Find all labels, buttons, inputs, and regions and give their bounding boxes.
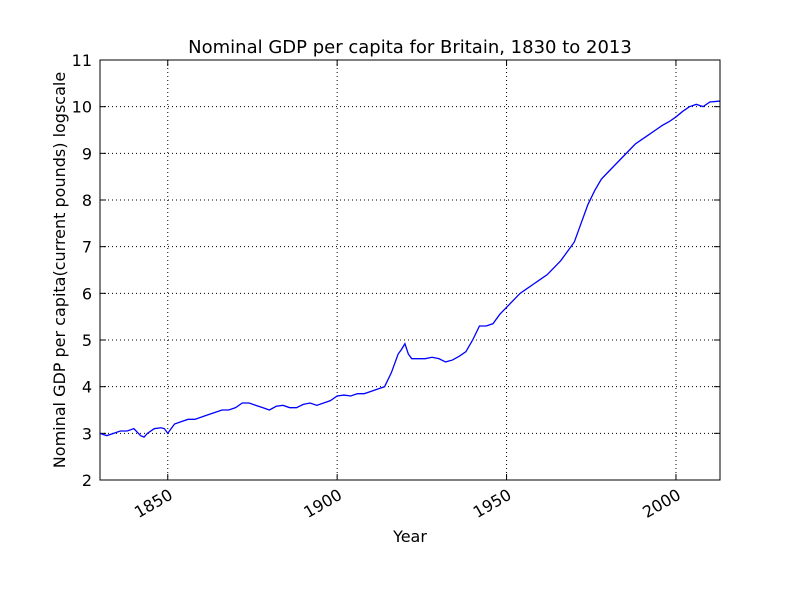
chart-title: Nominal GDP per capita for Britain, 1830…: [188, 37, 632, 58]
y-tick-label: 9: [82, 144, 92, 163]
y-tick-label: 3: [82, 424, 92, 443]
x-tick-label: 1850: [131, 485, 176, 522]
x-axis-label: Year: [392, 527, 427, 546]
y-tick-labels: 2 3 4 5 6 7 8 9 10 11: [72, 51, 92, 490]
plot-frame: [99, 59, 721, 481]
y-tick-label: 11: [72, 51, 92, 70]
y-axis-label: Nominal GDP per capita(current pounds) l…: [50, 72, 69, 468]
y-tick-label: 8: [82, 191, 92, 210]
x-tick-label: 1950: [470, 485, 515, 522]
x-tick-labels: 1850 1900 1950 2000: [131, 485, 684, 522]
x-tick-label: 1900: [300, 485, 345, 522]
grid-layer: [100, 60, 720, 480]
y-tick-label: 5: [82, 331, 92, 350]
y-tick-label: 4: [82, 378, 92, 397]
y-tick-label: 10: [72, 98, 92, 117]
x-tick-label: 2000: [639, 485, 684, 522]
series-line: [99, 100, 721, 438]
tick-layer: [100, 59, 720, 481]
y-tick-label: 2: [82, 471, 92, 490]
y-tick-label: 6: [82, 284, 92, 303]
y-tick-label: 7: [82, 238, 92, 257]
